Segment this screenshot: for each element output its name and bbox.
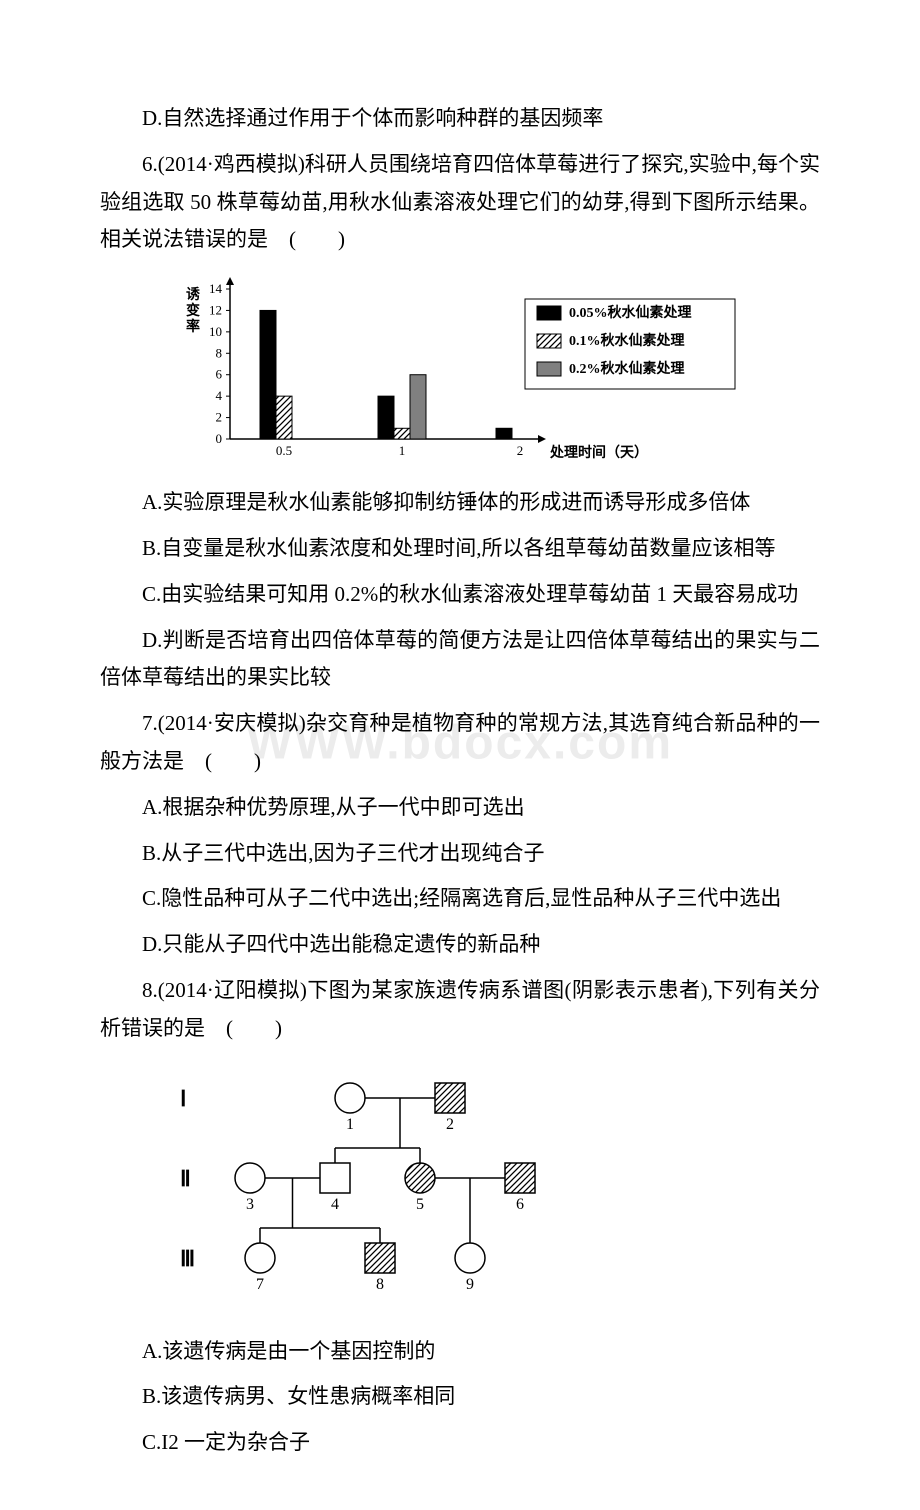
svg-text:0: 0 [216, 431, 223, 446]
svg-text:Ⅱ: Ⅱ [180, 1166, 191, 1191]
q7-option-c: C.隐性品种可从子二代中选出;经隔离选育后,显性品种从子三代中选出 [100, 880, 820, 918]
svg-text:2: 2 [517, 443, 524, 458]
svg-text:率: 率 [186, 318, 200, 335]
svg-text:6: 6 [216, 367, 223, 382]
svg-text:2: 2 [216, 410, 223, 425]
svg-text:0.2%秋水仙素处理: 0.2%秋水仙素处理 [569, 360, 685, 377]
pedigree-svg: 1 2 3 4 5 6 7 8 9 Ⅰ Ⅱ Ⅲ [160, 1058, 590, 1318]
svg-text:7: 7 [256, 1276, 264, 1293]
svg-text:Ⅲ: Ⅲ [180, 1246, 195, 1271]
svg-text:12: 12 [209, 303, 222, 318]
svg-text:8: 8 [376, 1276, 384, 1293]
svg-text:9: 9 [466, 1276, 474, 1293]
svg-text:8: 8 [216, 345, 223, 360]
svg-text:10: 10 [209, 324, 222, 339]
svg-text:6: 6 [516, 1196, 524, 1213]
q8-option-a: A.该遗传病是由一个基因控制的 [100, 1333, 820, 1371]
svg-text:0.05%秋水仙素处理: 0.05%秋水仙素处理 [569, 304, 692, 321]
q8-option-c: C.I2 一定为杂合子 [100, 1424, 820, 1462]
svg-text:0.1%秋水仙素处理: 0.1%秋水仙素处理 [569, 332, 685, 349]
q8-option-b: B.该遗传病男、女性患病概率相同 [100, 1378, 820, 1416]
svg-text:2: 2 [446, 1116, 454, 1133]
q6-stem: 6.(2014·鸡西模拟)科研人员围绕培育四倍体草莓进行了探究,实验中,每个实验… [100, 146, 820, 259]
q6-option-d: D.判断是否培育出四倍体草莓的简便方法是让四倍体草莓结出的果实与二倍体草莓结出的… [100, 622, 820, 698]
svg-text:1: 1 [399, 443, 406, 458]
svg-text:处理时间（天）: 处理时间（天） [549, 444, 648, 461]
q6-chart: 02468101214诱变率0.512处理时间（天）0.05%秋水仙素处理0.1… [160, 269, 820, 474]
q6-option-c: C.由实验结果可知用 0.2%的秋水仙素溶液处理草莓幼苗 1 天最容易成功 [100, 576, 820, 614]
svg-text:0.5: 0.5 [276, 443, 292, 458]
svg-text:变: 变 [186, 302, 200, 319]
q7-stem: 7.(2014·安庆模拟)杂交育种是植物育种的常规方法,其选育纯合新品种的一般方… [100, 705, 820, 781]
svg-text:5: 5 [416, 1196, 424, 1213]
svg-text:诱: 诱 [186, 286, 201, 303]
q7-option-b: B.从子三代中选出,因为子三代才出现纯合子 [100, 835, 820, 873]
svg-text:4: 4 [331, 1196, 339, 1213]
q7-option-d: D.只能从子四代中选出能稳定遗传的新品种 [100, 926, 820, 964]
svg-text:3: 3 [246, 1196, 254, 1213]
svg-text:14: 14 [209, 281, 223, 296]
svg-text:Ⅰ: Ⅰ [180, 1086, 187, 1111]
q7-option-a: A.根据杂种优势原理,从子一代中即可选出 [100, 789, 820, 827]
q6-option-b: B.自变量是秋水仙素浓度和处理时间,所以各组草莓幼苗数量应该相等 [100, 530, 820, 568]
svg-text:1: 1 [346, 1116, 354, 1133]
bar-chart-svg: 02468101214诱变率0.512处理时间（天）0.05%秋水仙素处理0.1… [160, 269, 760, 469]
q5-option-d: D.自然选择通过作用于个体而影响种群的基因频率 [100, 100, 820, 138]
q6-option-a: A.实验原理是秋水仙素能够抑制纺锤体的形成进而诱导形成多倍体 [100, 484, 820, 522]
q8-pedigree: 1 2 3 4 5 6 7 8 9 Ⅰ Ⅱ Ⅲ [160, 1058, 820, 1323]
q8-stem: 8.(2014·辽阳模拟)下图为某家族遗传病系谱图(阴影表示患者),下列有关分析… [100, 972, 820, 1048]
svg-text:4: 4 [216, 388, 223, 403]
